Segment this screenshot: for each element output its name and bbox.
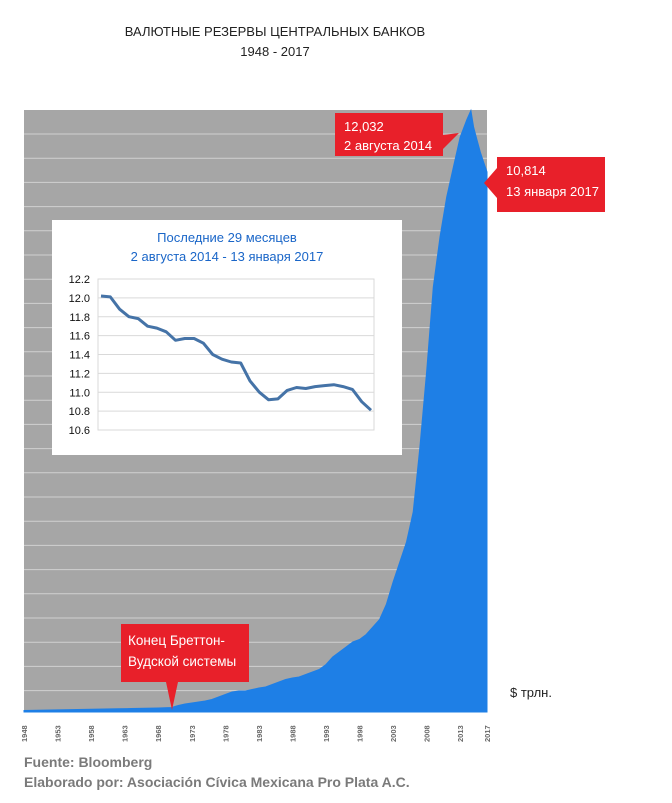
callout-bretton-arrow bbox=[166, 682, 178, 710]
callout-bretton-line2: Вудской системы bbox=[128, 654, 236, 669]
x-tick-label: 1948 bbox=[20, 725, 29, 742]
y-tick-label: 4 bbox=[513, 505, 521, 522]
inset-y-ticks: 12.2 12.0 11.8 11.6 11.4 11.2 11.0 10.8 10.6 bbox=[69, 274, 90, 437]
inset-chart: 12.2 12.0 11.8 11.6 11.4 11.2 11.0 10.8 10.6 bbox=[52, 220, 402, 455]
callout-last-arrow bbox=[484, 168, 497, 198]
callout-peak-arrow bbox=[443, 133, 459, 149]
footer-source: Fuente: Bloomberg bbox=[24, 754, 153, 770]
callout-bretton-line1: Конец Бреттон- bbox=[128, 633, 225, 648]
y-tick-label: 5 bbox=[513, 455, 521, 472]
inset-y-tick-label: 11.4 bbox=[69, 350, 90, 362]
inset-title: Последние 29 месяцев bbox=[157, 230, 297, 245]
callout-peak-box bbox=[335, 113, 443, 156]
inset-series-line bbox=[100, 294, 373, 412]
x-tick-label: 1968 bbox=[154, 725, 163, 742]
x-tick-label: 1978 bbox=[221, 725, 230, 742]
callout-bretton-box bbox=[121, 624, 249, 682]
callout-peak: 12,032 2 августа 2014 bbox=[335, 113, 459, 156]
inset-y-tick-label: 10.6 bbox=[69, 425, 90, 437]
y-tick-label: 8 bbox=[513, 305, 521, 322]
y-tick-label: 1 bbox=[513, 655, 521, 672]
y-tick-label: 7 bbox=[513, 355, 521, 372]
x-tick-label: 2008 bbox=[423, 725, 432, 742]
x-axis-ticks: 1948 1953 1958 1963 1968 1973 1978 1983 1988 1993… bbox=[20, 725, 492, 742]
x-tick-label: 1988 bbox=[288, 725, 297, 742]
y-tick-label: 2 bbox=[513, 605, 521, 622]
x-tick-label: 1998 bbox=[356, 725, 365, 742]
x-tick-label: 2013 bbox=[456, 725, 465, 742]
x-tick-label: 1973 bbox=[188, 725, 197, 742]
inset-y-tick-label: 12.0 bbox=[69, 293, 90, 305]
y-tick-label: 6 bbox=[513, 405, 521, 422]
x-tick-label: 1963 bbox=[121, 725, 130, 742]
footer-credit: Elaborado por: Asociación Cívica Mexican… bbox=[24, 774, 410, 790]
callout-last-box bbox=[497, 157, 605, 212]
inset-gridlines bbox=[98, 278, 374, 431]
x-tick-label: 1993 bbox=[322, 725, 331, 742]
callout-peak-date: 2 августа 2014 bbox=[344, 138, 432, 153]
inset-y-tick-label: 12.2 bbox=[69, 274, 90, 286]
callout-last-date: 13 января 2017 bbox=[506, 184, 599, 199]
y-tick-label: 9 bbox=[513, 255, 521, 272]
callout-bretton-woods: Конец Бреттон- Вудской системы bbox=[121, 624, 249, 710]
series-area-reserves bbox=[23, 108, 488, 713]
x-tick-label: 1983 bbox=[255, 725, 264, 742]
chart-title-line2: 1948 - 2017 bbox=[240, 44, 310, 59]
x-tick-label: 1958 bbox=[87, 725, 96, 742]
inset-y-tick-label: 10.8 bbox=[69, 406, 90, 418]
y-axis-label: $ трлн. bbox=[510, 685, 552, 700]
inset-y-tick-label: 11.2 bbox=[69, 368, 90, 380]
callout-last: 10,814 13 января 2017 bbox=[484, 157, 605, 212]
callout-last-value: 10,814 bbox=[506, 163, 546, 178]
callout-peak-value: 12,032 bbox=[344, 119, 384, 134]
x-tick-label: 2017 bbox=[483, 725, 492, 742]
inset-y-tick-label: 11.0 bbox=[69, 387, 90, 399]
x-tick-label: 1953 bbox=[54, 725, 63, 742]
x-tick-label: 2003 bbox=[389, 725, 398, 742]
chart-title: ВАЛЮТНЫЕ РЕЗЕРВЫ ЦЕНТРАЛЬНЫХ БАНКОВ 1948… bbox=[95, 22, 455, 62]
chart-title-line1: ВАЛЮТНЫЕ РЕЗЕРВЫ ЦЕНТРАЛЬНЫХ БАНКОВ bbox=[124, 24, 426, 39]
y-tick-label: 3 bbox=[513, 555, 521, 572]
inset-y-tick-label: 11.6 bbox=[69, 331, 90, 343]
inset-subtitle: 2 августа 2014 - 13 января 2017 bbox=[130, 249, 324, 264]
inset-y-tick-label: 11.8 bbox=[69, 312, 90, 324]
